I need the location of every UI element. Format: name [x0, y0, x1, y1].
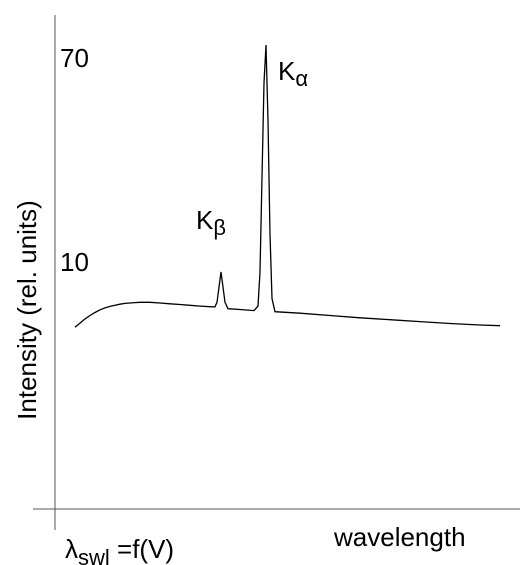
- y-tick-label-10: 10: [60, 247, 89, 277]
- x-axis-label: wavelength: [333, 522, 466, 552]
- x-origin-label: λswl =f(V): [65, 534, 174, 565]
- peak-label-k-beta-main: K: [196, 205, 214, 235]
- y-tick-label-70: 70: [60, 43, 89, 73]
- x-origin-label-rest: =f(V): [110, 534, 174, 564]
- y-axis-label: Intensity (rel. units): [12, 200, 42, 420]
- peak-label-k-alpha: Kα: [278, 56, 308, 91]
- x-origin-label-lambda: λ: [65, 534, 78, 564]
- peak-label-k-beta: Kβ: [196, 205, 226, 240]
- peak-label-k-beta-sub: β: [213, 215, 226, 240]
- peak-label-k-alpha-main: K: [278, 56, 296, 86]
- spectrum-line: [74, 44, 501, 328]
- peak-label-k-alpha-sub: α: [295, 66, 308, 91]
- x-origin-label-sub: swl: [78, 545, 110, 565]
